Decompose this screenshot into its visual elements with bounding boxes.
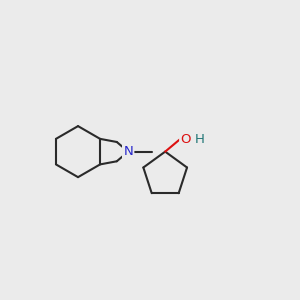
Text: O: O xyxy=(180,133,191,146)
Text: H: H xyxy=(194,133,204,146)
Text: N: N xyxy=(123,145,133,158)
